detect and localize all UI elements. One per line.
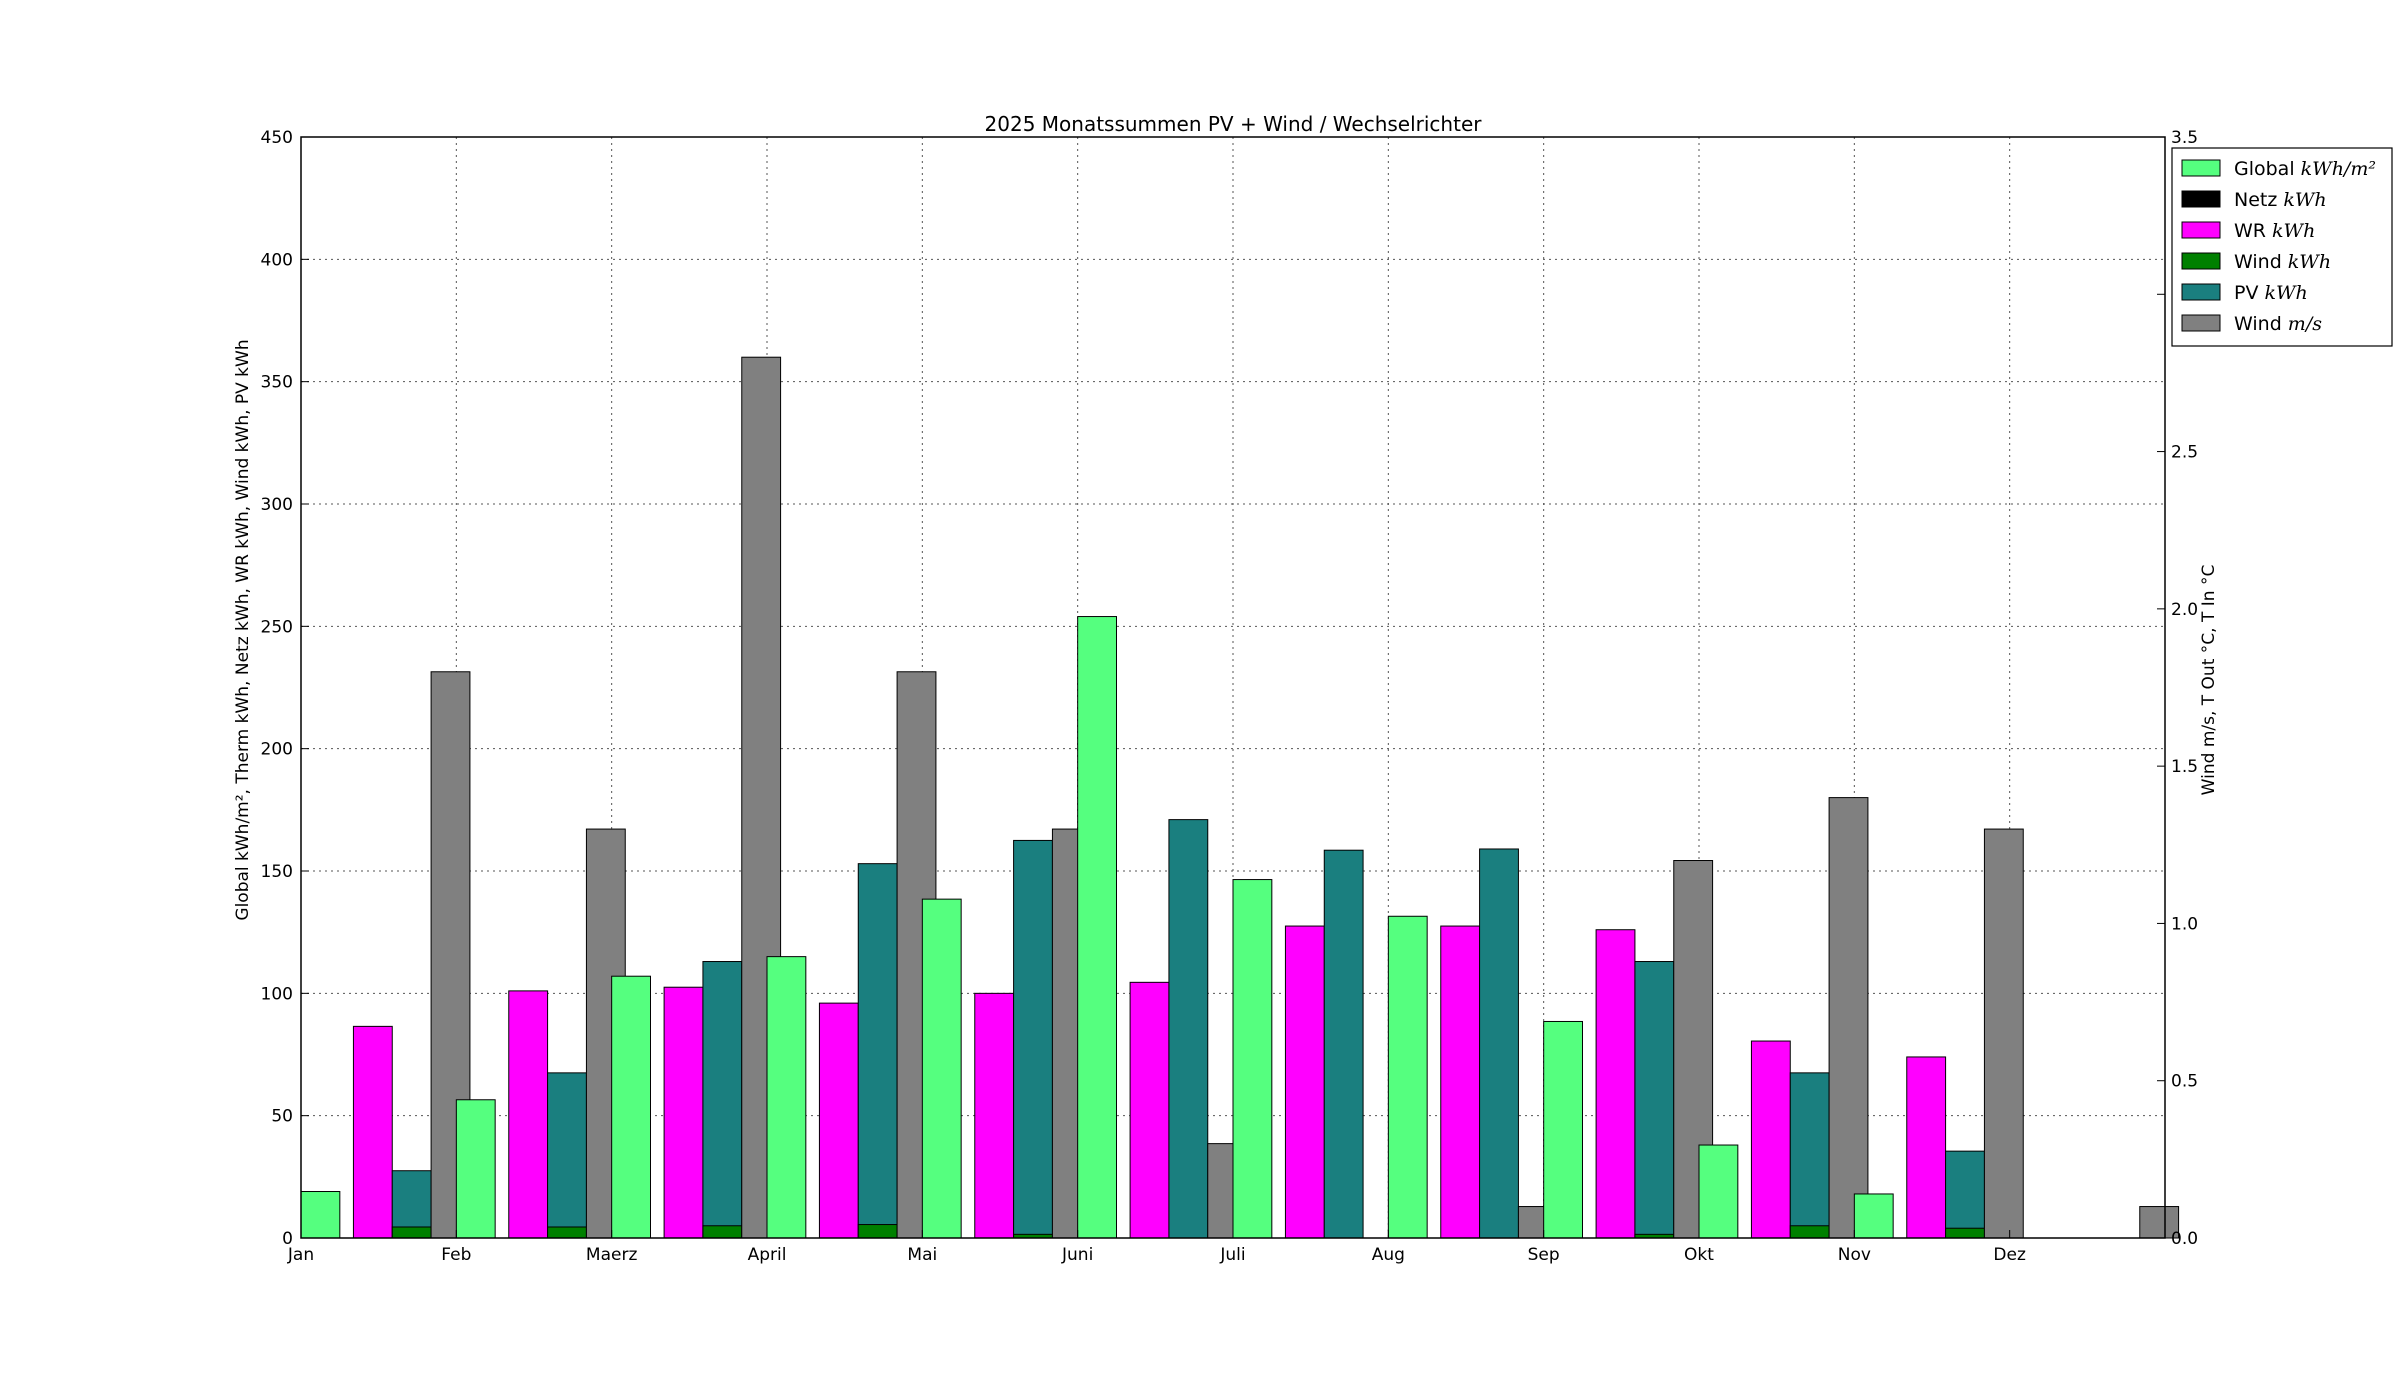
x-tick-label: Sep — [1528, 1245, 1560, 1265]
legend-swatch — [2181, 283, 2221, 301]
x-tick-label: Feb — [441, 1245, 471, 1265]
x-tick-label: Maerz — [586, 1245, 638, 1265]
bar-wind-ms — [2139, 1206, 2180, 1239]
legend-swatch — [2181, 314, 2221, 332]
y-left-tick-label: 250 — [261, 617, 293, 637]
x-tick-label: Okt — [1684, 1245, 1714, 1265]
bar-pv — [702, 961, 743, 1239]
bar-wr — [508, 990, 549, 1239]
y-axis-left-label: Global kWh/m², Therm kWh, Netz kWh, WR k… — [233, 339, 253, 920]
chart-title: 2025 Monatssummen PV + Wind / Wechselric… — [985, 112, 1483, 136]
bars — [300, 356, 2180, 1239]
bar-global — [1387, 915, 1428, 1239]
y-left-tick-label: 100 — [261, 984, 293, 1004]
bar-global — [1543, 1020, 1583, 1239]
y-left-tick-label: 50 — [271, 1107, 293, 1127]
bar-wr — [352, 1025, 393, 1239]
y-left-tick-label: 300 — [261, 495, 293, 515]
y-left-tick-label: 450 — [261, 128, 293, 148]
bar-global — [611, 975, 652, 1239]
bar-wind-ms — [1983, 828, 2024, 1239]
bar-global — [1232, 879, 1273, 1239]
legend-label: PV kWh — [2234, 282, 2308, 304]
bar-wr — [1595, 929, 1636, 1239]
axis-ticks: 0 50 100 150 200 250 300 350 400 450 0.0 0.5 1.0 1.5 2… — [261, 128, 2199, 1265]
y-right-tick-label: 0.5 — [2171, 1072, 2198, 1092]
bar-global — [766, 956, 807, 1239]
y-right-tick-label: 2.5 — [2171, 443, 2198, 463]
x-tick-label: Mai — [907, 1245, 937, 1265]
bar-wr — [818, 1002, 859, 1239]
legend-label: Global kWh/m² — [2234, 158, 2376, 180]
y-right-tick-label: 0.0 — [2171, 1229, 2198, 1249]
bar-global — [1077, 616, 1117, 1239]
x-tick-label: Juni — [1061, 1245, 1093, 1265]
bar-wr — [1750, 1040, 1791, 1239]
legend-swatch — [2181, 190, 2221, 208]
bar-pv — [1013, 839, 1053, 1239]
bar-pv — [1168, 819, 1209, 1239]
legend-swatch — [2181, 221, 2221, 239]
bar-pv — [1323, 849, 1364, 1239]
bar-pv — [1634, 961, 1675, 1239]
legend-label: Wind kWh — [2234, 251, 2331, 273]
bar-pv — [547, 1072, 587, 1239]
bar-pv — [857, 863, 898, 1239]
x-tick-label: April — [748, 1245, 787, 1265]
bar-wind-kwh — [857, 1224, 898, 1239]
bar-global — [1698, 1144, 1739, 1239]
x-tick-label: Nov — [1838, 1245, 1871, 1265]
bar-global — [300, 1191, 341, 1239]
bar-pv — [1789, 1072, 1830, 1239]
bar-wind-kwh — [547, 1226, 587, 1239]
y-right-tick-label: 1.0 — [2171, 914, 2198, 934]
y-left-tick-label: 400 — [261, 250, 293, 270]
y-left-tick-label: 200 — [261, 740, 293, 760]
legend-swatch — [2181, 252, 2221, 270]
y-axis-right-label: Wind m/s, T Out °C, T In °C — [2199, 565, 2219, 796]
legend-label: WR kWh — [2234, 220, 2315, 242]
legend-box — [2171, 147, 2393, 347]
bar-pv — [1479, 848, 1519, 1239]
bar-wr — [1906, 1056, 1947, 1239]
legend-label: Netz kWh — [2234, 189, 2327, 211]
x-tick-label: Jan — [287, 1245, 314, 1265]
bar-wind-kwh — [702, 1225, 743, 1239]
legend: Global kWh/m² Netz kWh WR kWh Wind kWh PV kW… — [2171, 147, 2393, 347]
y-right-tick-label: 1.5 — [2171, 757, 2198, 777]
y-left-tick-label: 0 — [282, 1229, 293, 1249]
y-left-tick-label: 150 — [261, 862, 293, 882]
bar-wind-kwh — [1945, 1227, 1985, 1239]
y-right-tick-label: 2.0 — [2171, 600, 2198, 620]
legend-swatch — [2181, 159, 2221, 177]
y-right-tick-label: 3.5 — [2171, 128, 2198, 148]
bar-wr — [1129, 981, 1170, 1239]
bar-wr — [1440, 925, 1481, 1239]
bar-pv — [1945, 1150, 1985, 1239]
bar-wind-kwh — [391, 1226, 432, 1239]
y-left-tick-label: 350 — [261, 373, 293, 393]
bar-wr — [663, 986, 704, 1239]
bar-global — [921, 898, 962, 1239]
legend-label: Wind m/s — [2234, 313, 2322, 335]
bar-wr — [974, 992, 1015, 1239]
x-tick-label: Aug — [1372, 1245, 1405, 1265]
bar-global — [1853, 1193, 1894, 1239]
x-tick-label: Dez — [1993, 1245, 2026, 1265]
x-tick-label: Juli — [1219, 1245, 1245, 1265]
bar-wr — [1284, 925, 1325, 1239]
bar-wind-kwh — [1789, 1225, 1830, 1239]
bar-global — [455, 1099, 496, 1239]
bar-wind-ms — [1828, 797, 1869, 1239]
